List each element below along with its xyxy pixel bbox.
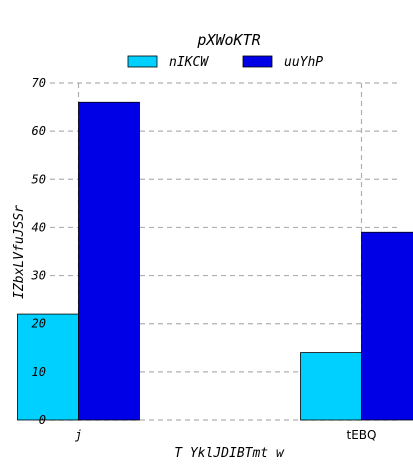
x-axis-label: T YklJDIBTmt w (174, 446, 285, 461)
y-tick-label: 50 (32, 172, 46, 186)
y-tick-label: 60 (32, 124, 46, 138)
legend-label-nIKCW: nIKCW (169, 55, 209, 70)
x-tick-label: j (75, 428, 82, 442)
bar-nIKCW-j (17, 313, 79, 421)
bar-nIKCW-tEBQ (300, 352, 362, 421)
y-tick-label: 20 (32, 317, 46, 331)
y-tick-label: 30 (31, 269, 46, 283)
y-tick-label: 10 (32, 365, 46, 379)
bars (17, 101, 413, 421)
x-tick-label: tEBQ (347, 428, 377, 442)
bar-uuYhP-tEBQ (361, 231, 413, 421)
chart-title: pXWoKTR (196, 31, 260, 49)
legend-swatch-nIKCW (127, 55, 158, 68)
legend: nIKCW uuYhP (127, 55, 323, 70)
legend-swatch-uuYhP (242, 55, 273, 68)
y-tick-label: 0 (39, 413, 46, 427)
legend-label-uuYhP: uuYhP (284, 55, 323, 70)
x-axis-ticks: j tEBQ (75, 428, 377, 442)
y-tick-label: 70 (32, 76, 46, 90)
y-tick-label: 40 (32, 220, 46, 234)
y-axis-ticks: 0 10 20 30 40 50 60 70 (31, 76, 46, 427)
bar-uuYhP-j (78, 101, 140, 421)
y-axis-label: IZbxLVfuJSSr (12, 205, 27, 299)
